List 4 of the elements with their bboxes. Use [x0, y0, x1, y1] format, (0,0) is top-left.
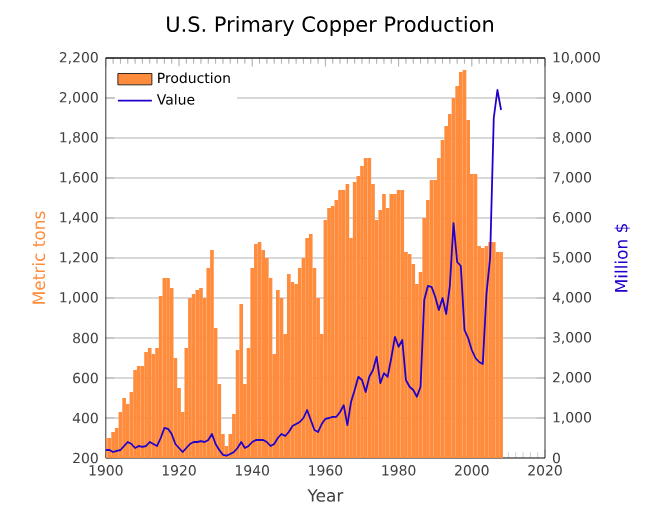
- y-axis-title: Metric tons: [32, 211, 46, 304]
- y2-axis-title: Million $: [614, 224, 630, 292]
- x-axis-title: Year: [307, 489, 344, 502]
- chart-title: U.S. Primary Copper Production: [167, 15, 493, 37]
